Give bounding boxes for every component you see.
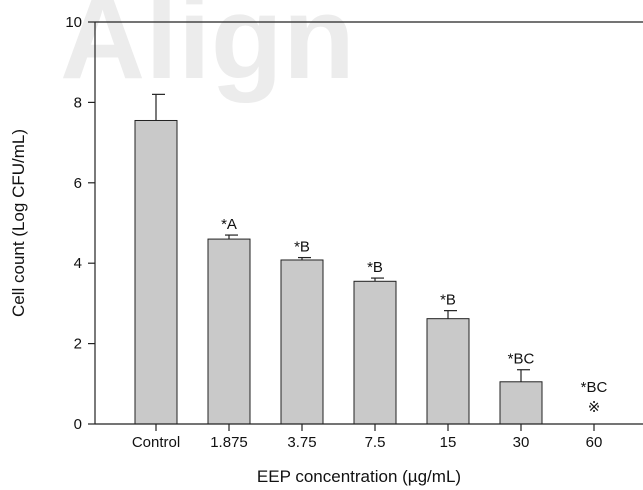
watermark-text: Align: [60, 0, 355, 104]
significance-label: *BC: [508, 351, 535, 368]
zero-count-marker: ※: [588, 399, 601, 416]
significance-label: *A: [221, 216, 237, 233]
significance-label: *B: [294, 239, 310, 256]
y-tick-label: 10: [65, 14, 82, 31]
y-tick-label: 0: [74, 416, 82, 433]
significance-label: *BC: [581, 379, 608, 396]
y-tick-label: 2: [74, 336, 82, 353]
x-tick-label: 1.875: [210, 434, 248, 451]
x-tick-label: 60: [586, 434, 603, 451]
significance-label: *B: [367, 259, 383, 276]
bar: [134, 119, 178, 425]
bar: [426, 318, 470, 425]
y-tick-label: 8: [74, 94, 82, 111]
x-tick-label: 7.5: [365, 434, 386, 451]
x-tick-label: 3.75: [287, 434, 316, 451]
x-tick-label: 30: [513, 434, 530, 451]
bar: [207, 238, 251, 425]
bar: [280, 259, 324, 425]
y-axis-title: Cell count (Log CFU/mL): [9, 129, 28, 317]
bar: [499, 381, 543, 425]
y-tick-label: 4: [74, 255, 82, 272]
bar: [353, 280, 397, 425]
x-axis-title: EEP concentration (µg/mL): [257, 467, 461, 486]
significance-label: *B: [440, 292, 456, 309]
x-tick-label: Control: [132, 434, 180, 451]
x-tick-label: 15: [440, 434, 457, 451]
y-tick-label: 6: [74, 175, 82, 192]
